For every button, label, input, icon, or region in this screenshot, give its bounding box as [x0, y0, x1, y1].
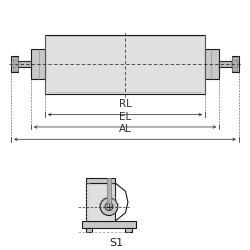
Bar	[11, 56, 18, 72]
Bar	[232, 56, 239, 72]
Bar	[18, 61, 31, 67]
Bar	[86, 178, 115, 183]
Bar	[232, 57, 237, 71]
Bar	[205, 49, 219, 79]
Bar	[12, 57, 18, 71]
Text: AL: AL	[118, 124, 132, 134]
Bar	[31, 49, 45, 79]
Bar	[82, 221, 136, 228]
Bar	[86, 228, 92, 232]
Text: EL: EL	[119, 112, 131, 122]
Bar	[126, 228, 132, 232]
Circle shape	[100, 198, 118, 216]
Text: RL: RL	[118, 99, 132, 109]
Bar	[45, 34, 205, 94]
Circle shape	[105, 203, 113, 210]
Bar	[107, 178, 111, 207]
Bar	[86, 183, 115, 221]
Text: S1: S1	[109, 238, 124, 248]
Bar	[219, 61, 232, 67]
